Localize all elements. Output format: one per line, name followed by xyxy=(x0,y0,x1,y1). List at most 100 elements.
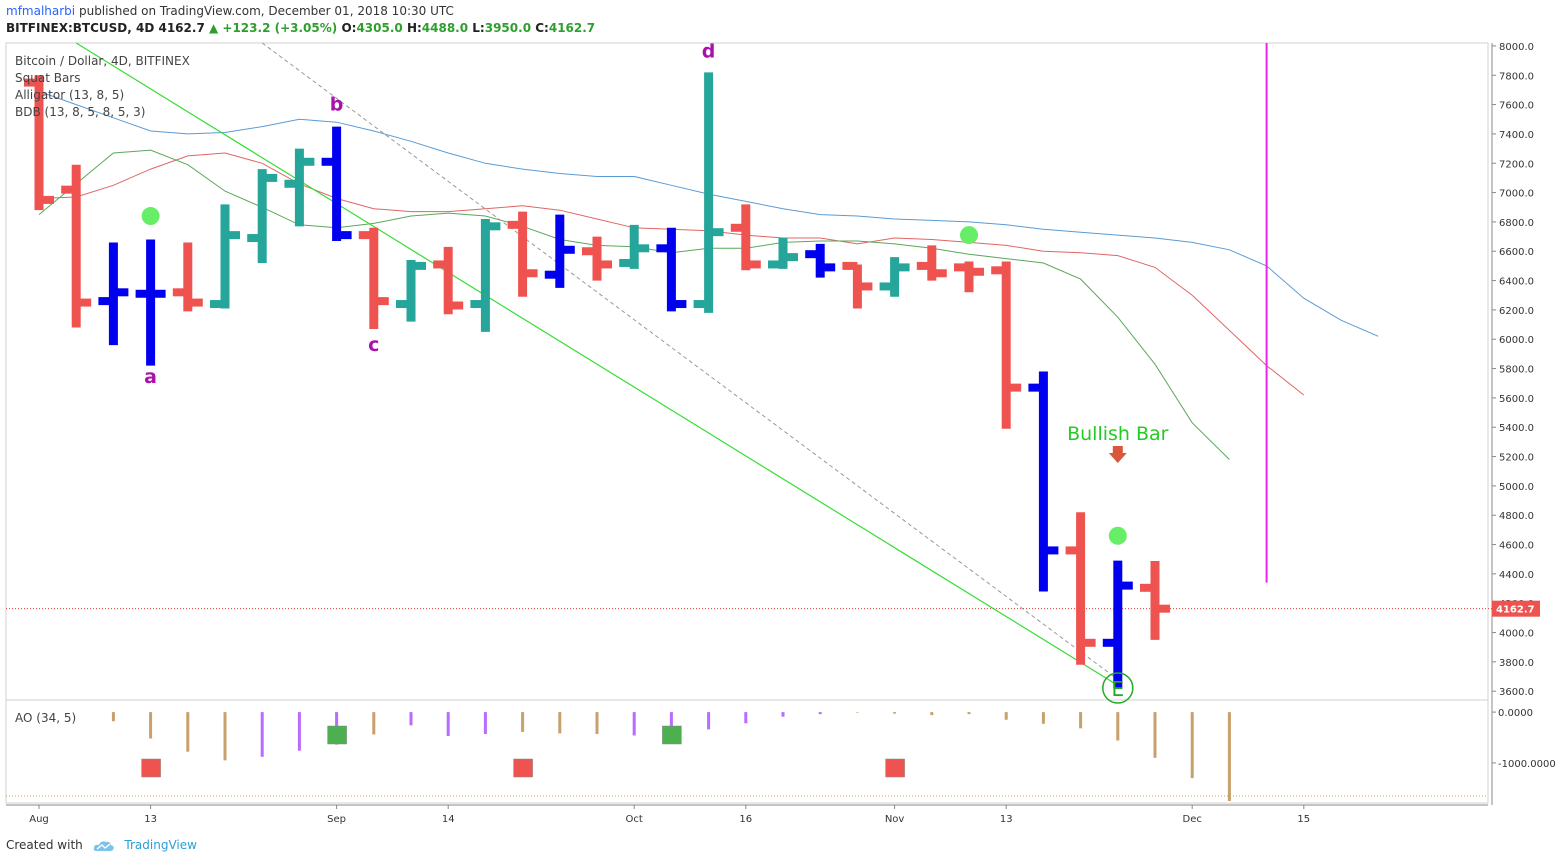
trendline-dashed xyxy=(261,42,1119,680)
open-label: O: xyxy=(341,21,357,35)
author-link[interactable]: mfmalharbi xyxy=(6,4,76,18)
ohlc-bar xyxy=(693,72,724,313)
y-tick-label: 8000.0 xyxy=(1499,42,1534,53)
fractal-marker xyxy=(960,226,978,245)
x-tick-label: Oct xyxy=(626,814,643,825)
ao-signal-box xyxy=(141,758,161,778)
y-tick-label: 7400.0 xyxy=(1499,130,1534,141)
wave-label-b: b xyxy=(330,93,344,115)
y-tick-label: 4400.0 xyxy=(1499,570,1534,581)
legend-alligator[interactable]: Alligator (13, 8, 5) xyxy=(15,88,125,102)
ohlc-bar xyxy=(24,75,54,211)
ohlc-bar xyxy=(1065,512,1096,665)
y-tick-label: 7800.0 xyxy=(1499,71,1534,82)
bullish-bar-label: Bullish Bar xyxy=(1067,423,1169,445)
legend-squat-bars[interactable]: Squat Bars xyxy=(15,71,81,85)
wave-e-circle xyxy=(1102,672,1134,704)
ohlc-bar xyxy=(210,204,240,309)
ohlc-bar xyxy=(991,261,1022,429)
wave-label-c: c xyxy=(368,334,379,356)
legend-ao[interactable]: AO (34, 5) xyxy=(15,711,77,725)
footer: Created with TradingView xyxy=(6,838,197,852)
wave-label-e: E xyxy=(1111,677,1124,701)
x-tick-label: Aug xyxy=(29,814,49,825)
ohlc-bar xyxy=(768,238,798,269)
ohlc-bar xyxy=(879,257,910,297)
high-label: H: xyxy=(406,21,422,35)
y-tick-label: 5600.0 xyxy=(1499,394,1534,405)
symbol-label: BITFINEX:BTCUSD, 4D xyxy=(6,21,155,35)
x-tick-label: 15 xyxy=(1297,814,1310,825)
current-price-text: 4162.7 xyxy=(1496,605,1535,616)
low-value: 3950.0 xyxy=(484,21,532,35)
publish-info: mfmalharbi published on TradingView.com,… xyxy=(6,4,454,18)
y-tick-label: 5000.0 xyxy=(1499,482,1534,493)
ao-tick-label: -1000.0000 xyxy=(1498,759,1556,770)
y-tick-label: 3600.0 xyxy=(1499,687,1534,698)
x-tick-label: 14 xyxy=(442,814,455,825)
ohlc-bar xyxy=(507,211,538,297)
ohlc-bar xyxy=(1028,371,1059,592)
current-price-tag xyxy=(1492,600,1540,617)
legend-bdb[interactable]: BDB (13, 8, 5, 8, 5, 3) xyxy=(15,105,146,119)
y-tick-label: 4800.0 xyxy=(1499,511,1534,522)
legend-title[interactable]: Bitcoin / Dollar, 4D, BITFINEX xyxy=(15,54,190,68)
down-arrow-icon xyxy=(1108,446,1127,463)
y-tick-label: 4600.0 xyxy=(1499,541,1534,552)
wave-label-d: d xyxy=(702,41,716,63)
ohlc-bar xyxy=(284,148,315,227)
ohlc-bar xyxy=(805,243,836,278)
tradingview-cloud-icon xyxy=(93,840,114,851)
price-change: +123.2 (+3.05%) xyxy=(222,21,338,35)
created-with-text: Created with xyxy=(6,838,83,852)
y-tick-label: 6000.0 xyxy=(1499,335,1534,346)
y-tick-label: 3800.0 xyxy=(1499,658,1534,669)
ohlc-bar xyxy=(916,245,947,281)
x-tick-label: Sep xyxy=(327,814,346,825)
ohlc-bar xyxy=(396,260,426,322)
ao-pane-frame xyxy=(5,699,1489,804)
ohlc-bar xyxy=(582,236,612,281)
y-tick-label: 7000.0 xyxy=(1499,189,1534,200)
ohlc-bar xyxy=(61,164,92,328)
ohlc-bar xyxy=(433,246,464,315)
ohlc-bar xyxy=(470,218,501,332)
x-tick-label: 13 xyxy=(144,814,157,825)
last-price: 4162.7 xyxy=(158,21,205,35)
ohlc-bar xyxy=(247,169,278,263)
y-tick-label: 6200.0 xyxy=(1499,306,1534,317)
ohlc-bar xyxy=(544,214,575,288)
publish-text: published on TradingView.com, December 0… xyxy=(78,4,454,18)
y-tick-label: 6600.0 xyxy=(1499,247,1534,258)
tradingview-link[interactable]: TradingView xyxy=(124,838,197,852)
ohlc-bar xyxy=(619,224,650,269)
x-tick-label: Nov xyxy=(885,814,905,825)
ohlc-bar xyxy=(98,242,129,346)
open-value: 4305.0 xyxy=(356,21,403,35)
ohlc-bar xyxy=(358,227,389,329)
y-tick-label: 5800.0 xyxy=(1499,365,1534,376)
ohlc-bar xyxy=(730,204,761,271)
y-tick-label: 5400.0 xyxy=(1499,423,1534,434)
up-triangle-icon: ▲ xyxy=(208,21,219,35)
x-tick-label: 13 xyxy=(1000,814,1013,825)
fractal-marker xyxy=(1108,526,1127,545)
y-tick-label: 6400.0 xyxy=(1499,277,1534,288)
ao-signal-box xyxy=(513,758,533,778)
ohlc-bar xyxy=(842,261,873,309)
ohlc-bar: BITFINEX:BTCUSD, 4D 4162.7 ▲ +123.2 (+3.… xyxy=(6,21,595,35)
high-value: 4488.0 xyxy=(421,21,469,35)
x-tick-label: 16 xyxy=(739,814,752,825)
ohlc-bar xyxy=(1140,560,1170,640)
low-label: L: xyxy=(472,21,485,35)
ohlc-bar xyxy=(135,239,166,366)
ohlc-bar xyxy=(954,261,984,293)
y-tick-label: 5200.0 xyxy=(1499,453,1534,464)
ao-signal-box xyxy=(662,725,682,745)
ohlc-bar xyxy=(172,242,203,312)
ao-signal-box xyxy=(885,758,905,778)
y-tick-label: 7200.0 xyxy=(1499,159,1534,170)
ohlc-bar xyxy=(321,126,352,241)
wave-label-a: a xyxy=(144,366,157,388)
